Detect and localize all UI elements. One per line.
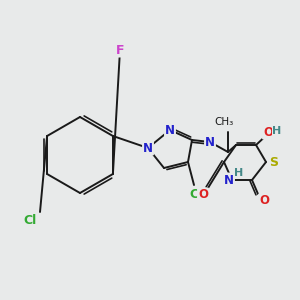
Text: Cl: Cl (189, 188, 203, 200)
Text: N: N (224, 173, 234, 187)
Text: O: O (259, 194, 269, 208)
Text: N: N (165, 124, 175, 136)
Text: F: F (116, 44, 124, 56)
Text: Cl: Cl (23, 214, 37, 226)
Text: H: H (272, 126, 282, 136)
Text: N: N (143, 142, 153, 154)
Text: H: H (234, 168, 244, 178)
Text: S: S (269, 155, 278, 169)
Text: O: O (263, 125, 273, 139)
Text: N: N (205, 136, 215, 148)
Text: O: O (198, 188, 208, 202)
Text: CH₃: CH₃ (214, 117, 234, 127)
